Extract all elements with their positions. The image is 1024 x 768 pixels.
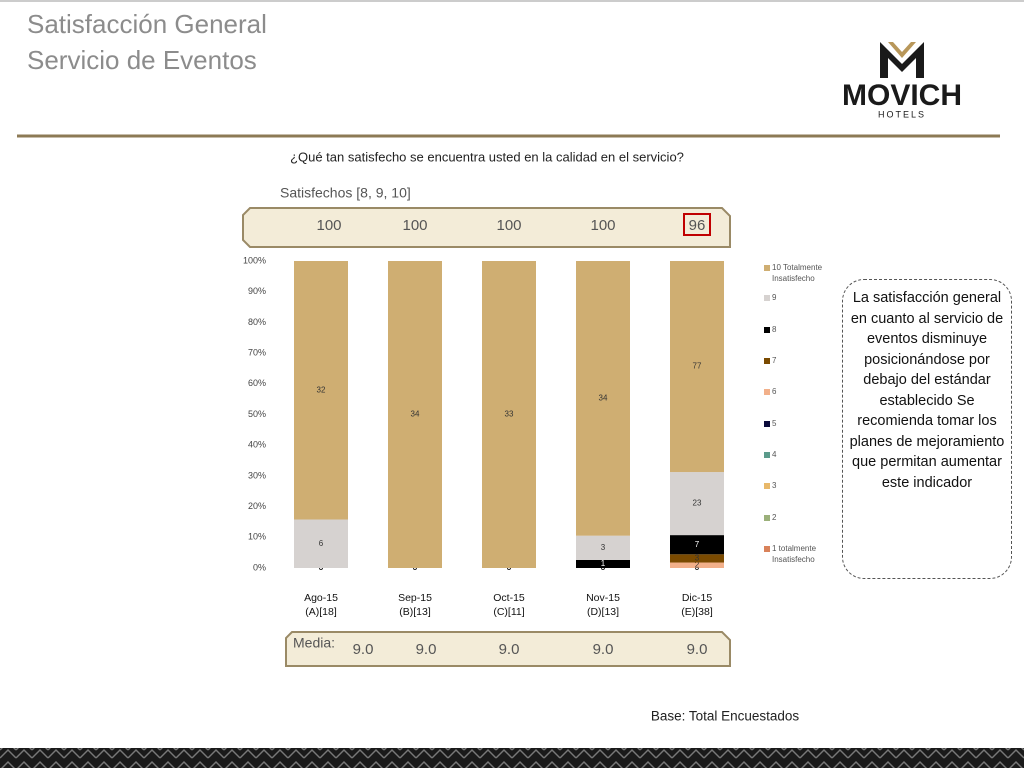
logo-name: MOVICH: [842, 79, 962, 112]
y-tick-label: 100%: [243, 255, 266, 265]
bar-segment: [294, 261, 348, 520]
highlight: [683, 213, 711, 236]
legend-label: 9: [772, 293, 777, 302]
y-tick-label: 90%: [248, 286, 266, 296]
legend-swatch: [764, 295, 770, 301]
x-tick-label: Dic-15: [682, 592, 713, 604]
legend-label: 3: [772, 481, 777, 490]
x-tick-sublabel: (D)[13]: [587, 606, 619, 618]
satisfied-box: [242, 207, 731, 248]
bar-segment: [388, 261, 442, 568]
legend-swatch: [764, 421, 770, 427]
data-label: 34: [411, 410, 420, 419]
x-tick-label: Ago-15: [304, 592, 338, 604]
bar-segment: [482, 261, 536, 568]
title: Servicio de Eventos: [27, 45, 257, 75]
data-label: 7: [695, 540, 700, 549]
data-label: 3: [601, 543, 606, 552]
bar-segment: [576, 559, 630, 568]
legend-swatch: [764, 389, 770, 395]
footer-band: [0, 748, 1024, 768]
y-tick-label: 10%: [248, 532, 266, 542]
x-tick-label: Sep-15: [398, 592, 432, 604]
data-label: 33: [505, 410, 514, 419]
legend-label: 5: [772, 419, 777, 428]
media-value: 9.0: [499, 641, 520, 658]
legend-label: 10 Totalmente Insatisfecho: [772, 263, 823, 283]
satisfied-value: 100: [402, 217, 427, 234]
legend-swatch: [764, 452, 770, 458]
note-box: La satisfacción general en cuanto al ser…: [842, 279, 1012, 579]
logo-sub: HOTELS: [878, 109, 926, 119]
legend-swatch: [764, 358, 770, 364]
legend-label: 7: [772, 356, 777, 365]
title: Satisfacción General: [27, 9, 267, 39]
y-tick-label: 70%: [248, 347, 266, 357]
legend-label: 6: [772, 387, 777, 396]
satisfied-value: 100: [496, 217, 521, 234]
media-value: 9.0: [416, 641, 437, 658]
media-value: 9.0: [687, 641, 708, 658]
legend-swatch: [764, 483, 770, 489]
satisfied-value: 100: [590, 217, 615, 234]
bar-segment: [576, 261, 630, 536]
x-tick-label: Oct-15: [493, 592, 525, 604]
y-tick-label: 20%: [248, 501, 266, 511]
satisfied-value: 100: [316, 217, 341, 234]
legend-label: 4: [772, 450, 777, 459]
media-value: 9.0: [593, 641, 614, 658]
legend-swatch: [764, 546, 770, 552]
data-label: 3: [695, 554, 700, 563]
legend-swatch: [764, 327, 770, 333]
x-tick-label: Nov-15: [586, 592, 620, 604]
bar-segment: [670, 562, 724, 568]
legend-swatch: [764, 265, 770, 271]
data-label: 32: [317, 385, 326, 394]
legend-swatch: [764, 515, 770, 521]
question: ¿Qué tan satisfecho se encuentra usted e…: [290, 149, 684, 164]
base-note: Base: Total Encuestados: [651, 709, 800, 724]
bar-segment: [670, 554, 724, 563]
data-label: 6: [319, 539, 324, 548]
data-label: 34: [599, 393, 608, 402]
legend-label: 1 totalmente Insatisfecho: [772, 544, 817, 564]
data-label: 1: [601, 559, 606, 568]
data-label: 2: [695, 560, 700, 569]
bar-segment: [576, 535, 630, 560]
bar-segment: [670, 472, 724, 536]
y-tick-label: 80%: [248, 317, 266, 327]
y-tick-label: 40%: [248, 440, 266, 450]
satisfied-value: 96: [689, 217, 706, 234]
media-box: [285, 631, 731, 667]
bar-segment: [670, 261, 724, 473]
y-tick-label: 0%: [253, 562, 266, 572]
satisfied-label: Satisfechos [8, 9, 10]: [280, 185, 411, 201]
data-label: 77: [693, 362, 702, 371]
y-tick-label: 50%: [248, 409, 266, 419]
media-label: Media:: [293, 635, 335, 651]
x-tick-sublabel: (B)[13]: [399, 606, 431, 618]
bar-segment: [294, 519, 348, 568]
data-label: 23: [693, 499, 702, 508]
x-tick-sublabel: (A)[18]: [305, 606, 337, 618]
y-tick-label: 30%: [248, 470, 266, 480]
legend-label: 2: [772, 513, 777, 522]
legend-label: 8: [772, 325, 777, 334]
media-value: 9.0: [353, 641, 374, 658]
logo: MOVICH HOTELS: [842, 42, 962, 119]
y-tick-label: 60%: [248, 378, 266, 388]
x-tick-sublabel: (C)[11]: [493, 606, 524, 618]
bar-segment: [670, 535, 724, 555]
x-tick-sublabel: (E)[38]: [681, 606, 713, 618]
